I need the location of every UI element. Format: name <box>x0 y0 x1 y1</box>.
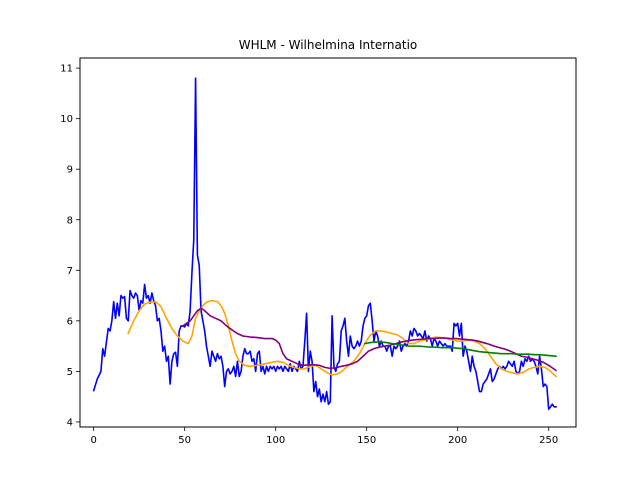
x-tick-label: 250 <box>539 435 558 446</box>
x-tick-label: 100 <box>266 435 285 446</box>
plot-frame <box>79 57 577 428</box>
series-line-3 <box>181 307 558 372</box>
x-axis: 0 50 100 150 200 250 <box>90 427 558 446</box>
y-tick-label: 4 <box>67 417 73 428</box>
y-axis: 4 5 6 7 8 9 10 11 <box>60 64 80 428</box>
y-tick-label: 11 <box>60 64 73 75</box>
series-line-4 <box>363 341 557 358</box>
y-tick-label: 8 <box>67 215 73 226</box>
series-line-1 <box>92 77 557 411</box>
x-tick-label: 0 <box>90 435 96 446</box>
y-tick-label: 9 <box>67 165 73 176</box>
y-tick-label: 6 <box>67 316 73 327</box>
y-tick-label: 5 <box>67 367 73 378</box>
chart-title: WHLM - Wilhelmina Internatio <box>239 38 418 52</box>
y-tick-label: 7 <box>67 266 73 277</box>
y-tick-label: 10 <box>60 114 73 125</box>
x-tick-label: 50 <box>178 435 191 446</box>
x-tick-label: 200 <box>448 435 467 446</box>
series-layer <box>92 77 558 411</box>
series-line-2 <box>127 299 558 378</box>
x-tick-label: 150 <box>357 435 376 446</box>
